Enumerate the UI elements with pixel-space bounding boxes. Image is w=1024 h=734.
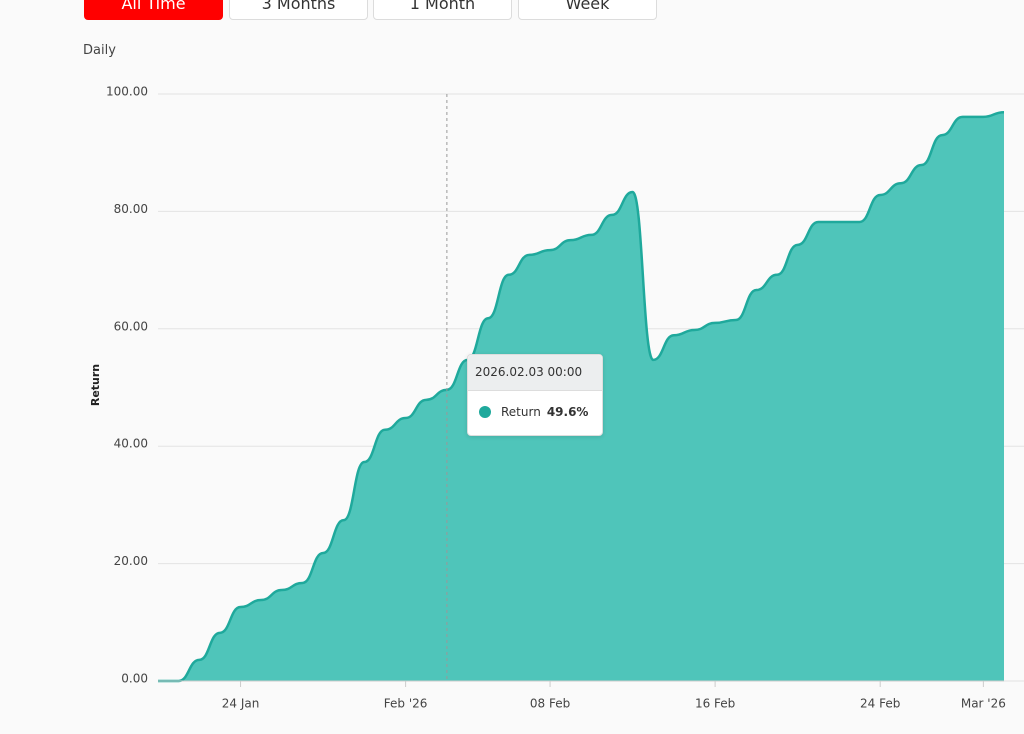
interval-label: Daily xyxy=(83,43,116,58)
range-button[interactable]: Week xyxy=(518,0,657,20)
y-axis-label: Return xyxy=(89,364,102,406)
tooltip-value: 49.6% xyxy=(546,405,589,419)
line xyxy=(157,110,1005,683)
tooltip-series: Return xyxy=(501,405,541,419)
x-tick-label: Feb '26 xyxy=(384,697,428,711)
tooltip-title: 2026.02.03 00:00 xyxy=(468,355,602,391)
range-button[interactable]: 3 Months xyxy=(229,0,368,20)
y-tick-label: 60.00 xyxy=(114,319,148,333)
y-tick-label: 80.00 xyxy=(114,202,148,216)
x-tick-label: Mar '26 xyxy=(961,697,1006,711)
x-tick-label: 24 Feb xyxy=(860,697,900,711)
x-tick-label: 08 Feb xyxy=(530,697,570,711)
y-tick-label: 0.00 xyxy=(121,672,148,686)
x-tick-label: 16 Feb xyxy=(695,697,735,711)
x-tick-label: 24 Jan xyxy=(222,697,260,711)
tooltip: 2026.02.03 00:00 Return 49.6% xyxy=(467,354,603,436)
range-button[interactable]: All Time xyxy=(84,0,223,20)
tooltip-dot xyxy=(479,406,491,418)
range-button[interactable]: 1 Month xyxy=(373,0,512,20)
y-tick-label: 40.00 xyxy=(114,437,148,451)
y-tick-label: 100.00 xyxy=(106,85,148,99)
y-tick-label: 20.00 xyxy=(114,554,148,568)
